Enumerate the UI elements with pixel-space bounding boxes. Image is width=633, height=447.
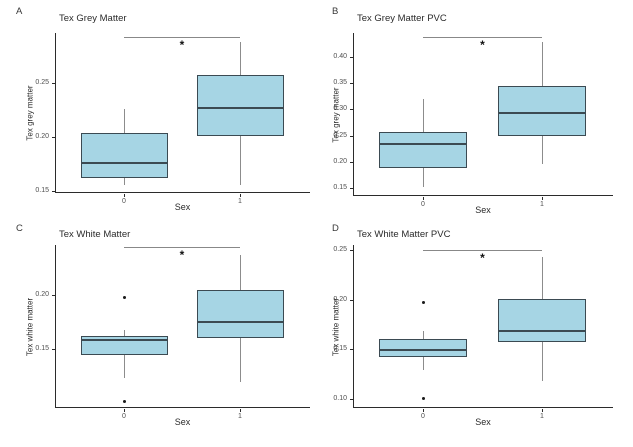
plot-frame bbox=[55, 245, 310, 408]
x-tick-label: 1 bbox=[238, 413, 242, 420]
box bbox=[196, 74, 284, 137]
significance-bracket bbox=[124, 247, 240, 249]
box bbox=[379, 339, 467, 358]
box bbox=[80, 132, 168, 178]
y-tick-label: 0.20 bbox=[35, 290, 49, 298]
x-tick-label: 0 bbox=[122, 198, 126, 205]
x-axis-label: Sex bbox=[174, 417, 191, 427]
y-tick-mark bbox=[350, 56, 353, 58]
median-line bbox=[80, 338, 168, 341]
y-tick-label: 0.15 bbox=[333, 184, 347, 192]
median-line bbox=[379, 143, 467, 146]
panel-title: Tex Grey Matter PVC bbox=[357, 13, 447, 24]
significance-bracket bbox=[124, 37, 240, 39]
x-tick-label: 1 bbox=[540, 413, 544, 420]
y-tick-mark bbox=[52, 137, 55, 139]
median-line bbox=[498, 111, 586, 114]
y-tick-label: 0.25 bbox=[333, 131, 347, 139]
y-tick-label: 0.15 bbox=[35, 186, 49, 194]
median-line bbox=[196, 320, 284, 323]
y-tick-mark bbox=[350, 135, 353, 137]
significance-bracket bbox=[423, 37, 542, 39]
median-line bbox=[498, 330, 586, 333]
y-tick-label: 0.40 bbox=[333, 52, 347, 60]
median-line bbox=[80, 161, 168, 164]
x-axis-label: Sex bbox=[475, 205, 491, 215]
x-tick-mark bbox=[240, 194, 241, 197]
x-tick-mark bbox=[124, 409, 125, 412]
plot-frame bbox=[353, 33, 613, 196]
y-tick-mark bbox=[52, 348, 55, 350]
significance-star: * bbox=[179, 248, 185, 263]
x-tick-label: 0 bbox=[421, 413, 425, 420]
panel-letter: A bbox=[16, 6, 23, 17]
box bbox=[379, 131, 467, 169]
y-tick-label: 0.20 bbox=[35, 133, 49, 141]
box bbox=[498, 298, 586, 343]
outlier-point bbox=[421, 301, 425, 305]
significance-star: * bbox=[480, 250, 485, 265]
y-tick-label: 0.25 bbox=[333, 245, 347, 253]
y-tick-mark bbox=[350, 161, 353, 163]
plot-frame bbox=[353, 245, 613, 408]
y-tick-label: 0.20 bbox=[333, 295, 347, 303]
x-tick-mark bbox=[542, 409, 543, 412]
y-tick-mark bbox=[350, 188, 353, 190]
panel-letter: B bbox=[332, 6, 339, 17]
y-tick-mark bbox=[52, 190, 55, 192]
x-axis-label: Sex bbox=[174, 202, 191, 212]
x-tick-label: 1 bbox=[238, 198, 242, 205]
x-tick-label: 0 bbox=[421, 201, 425, 208]
panel-title: Tex White Matter bbox=[59, 229, 131, 240]
x-tick-label: 1 bbox=[540, 201, 544, 208]
panel-letter: C bbox=[16, 223, 23, 234]
y-tick-label: 0.25 bbox=[35, 79, 49, 87]
y-tick-label: 0.15 bbox=[333, 345, 347, 353]
significance-bracket bbox=[423, 249, 542, 251]
plot-frame bbox=[55, 33, 310, 193]
outlier-point bbox=[122, 296, 126, 300]
x-tick-mark bbox=[124, 194, 125, 197]
y-tick-mark bbox=[52, 294, 55, 296]
panel-c: C Tex White Matter Tex white matter Sex … bbox=[0, 223, 317, 447]
median-line bbox=[379, 349, 467, 352]
x-tick-mark bbox=[423, 197, 424, 200]
y-tick-label: 0.30 bbox=[333, 105, 347, 113]
y-tick-mark bbox=[350, 349, 353, 351]
panel-title: Tex White Matter PVC bbox=[357, 229, 451, 240]
x-tick-label: 0 bbox=[122, 413, 126, 420]
x-tick-mark bbox=[423, 409, 424, 412]
y-tick-mark bbox=[350, 82, 353, 84]
x-axis-label: Sex bbox=[475, 417, 491, 427]
y-tick-label: 0.35 bbox=[333, 78, 347, 86]
y-tick-label: 0.15 bbox=[35, 344, 49, 352]
significance-star: * bbox=[179, 38, 185, 53]
y-tick-mark bbox=[52, 83, 55, 85]
panel-b: B Tex Grey Matter PVC Tex grey matter Se… bbox=[316, 0, 633, 224]
outlier-point bbox=[122, 400, 126, 404]
y-tick-mark bbox=[350, 109, 353, 111]
panel-title: Tex Grey Matter bbox=[59, 13, 127, 24]
y-tick-mark bbox=[350, 249, 353, 251]
outlier-point bbox=[421, 396, 425, 400]
panel-letter: D bbox=[332, 223, 339, 234]
box bbox=[196, 290, 284, 338]
y-tick-mark bbox=[350, 399, 353, 401]
box bbox=[498, 85, 586, 137]
x-tick-mark bbox=[542, 197, 543, 200]
panel-a: A Tex Grey Matter Tex grey matter Sex 0.… bbox=[0, 0, 317, 224]
x-tick-mark bbox=[240, 409, 241, 412]
panel-d: D Tex White Matter PVC Tex white matter … bbox=[316, 223, 633, 447]
y-tick-label: 0.10 bbox=[333, 395, 347, 403]
median-line bbox=[196, 107, 284, 110]
significance-star: * bbox=[480, 38, 485, 53]
y-tick-label: 0.20 bbox=[333, 157, 347, 165]
y-tick-mark bbox=[350, 299, 353, 301]
